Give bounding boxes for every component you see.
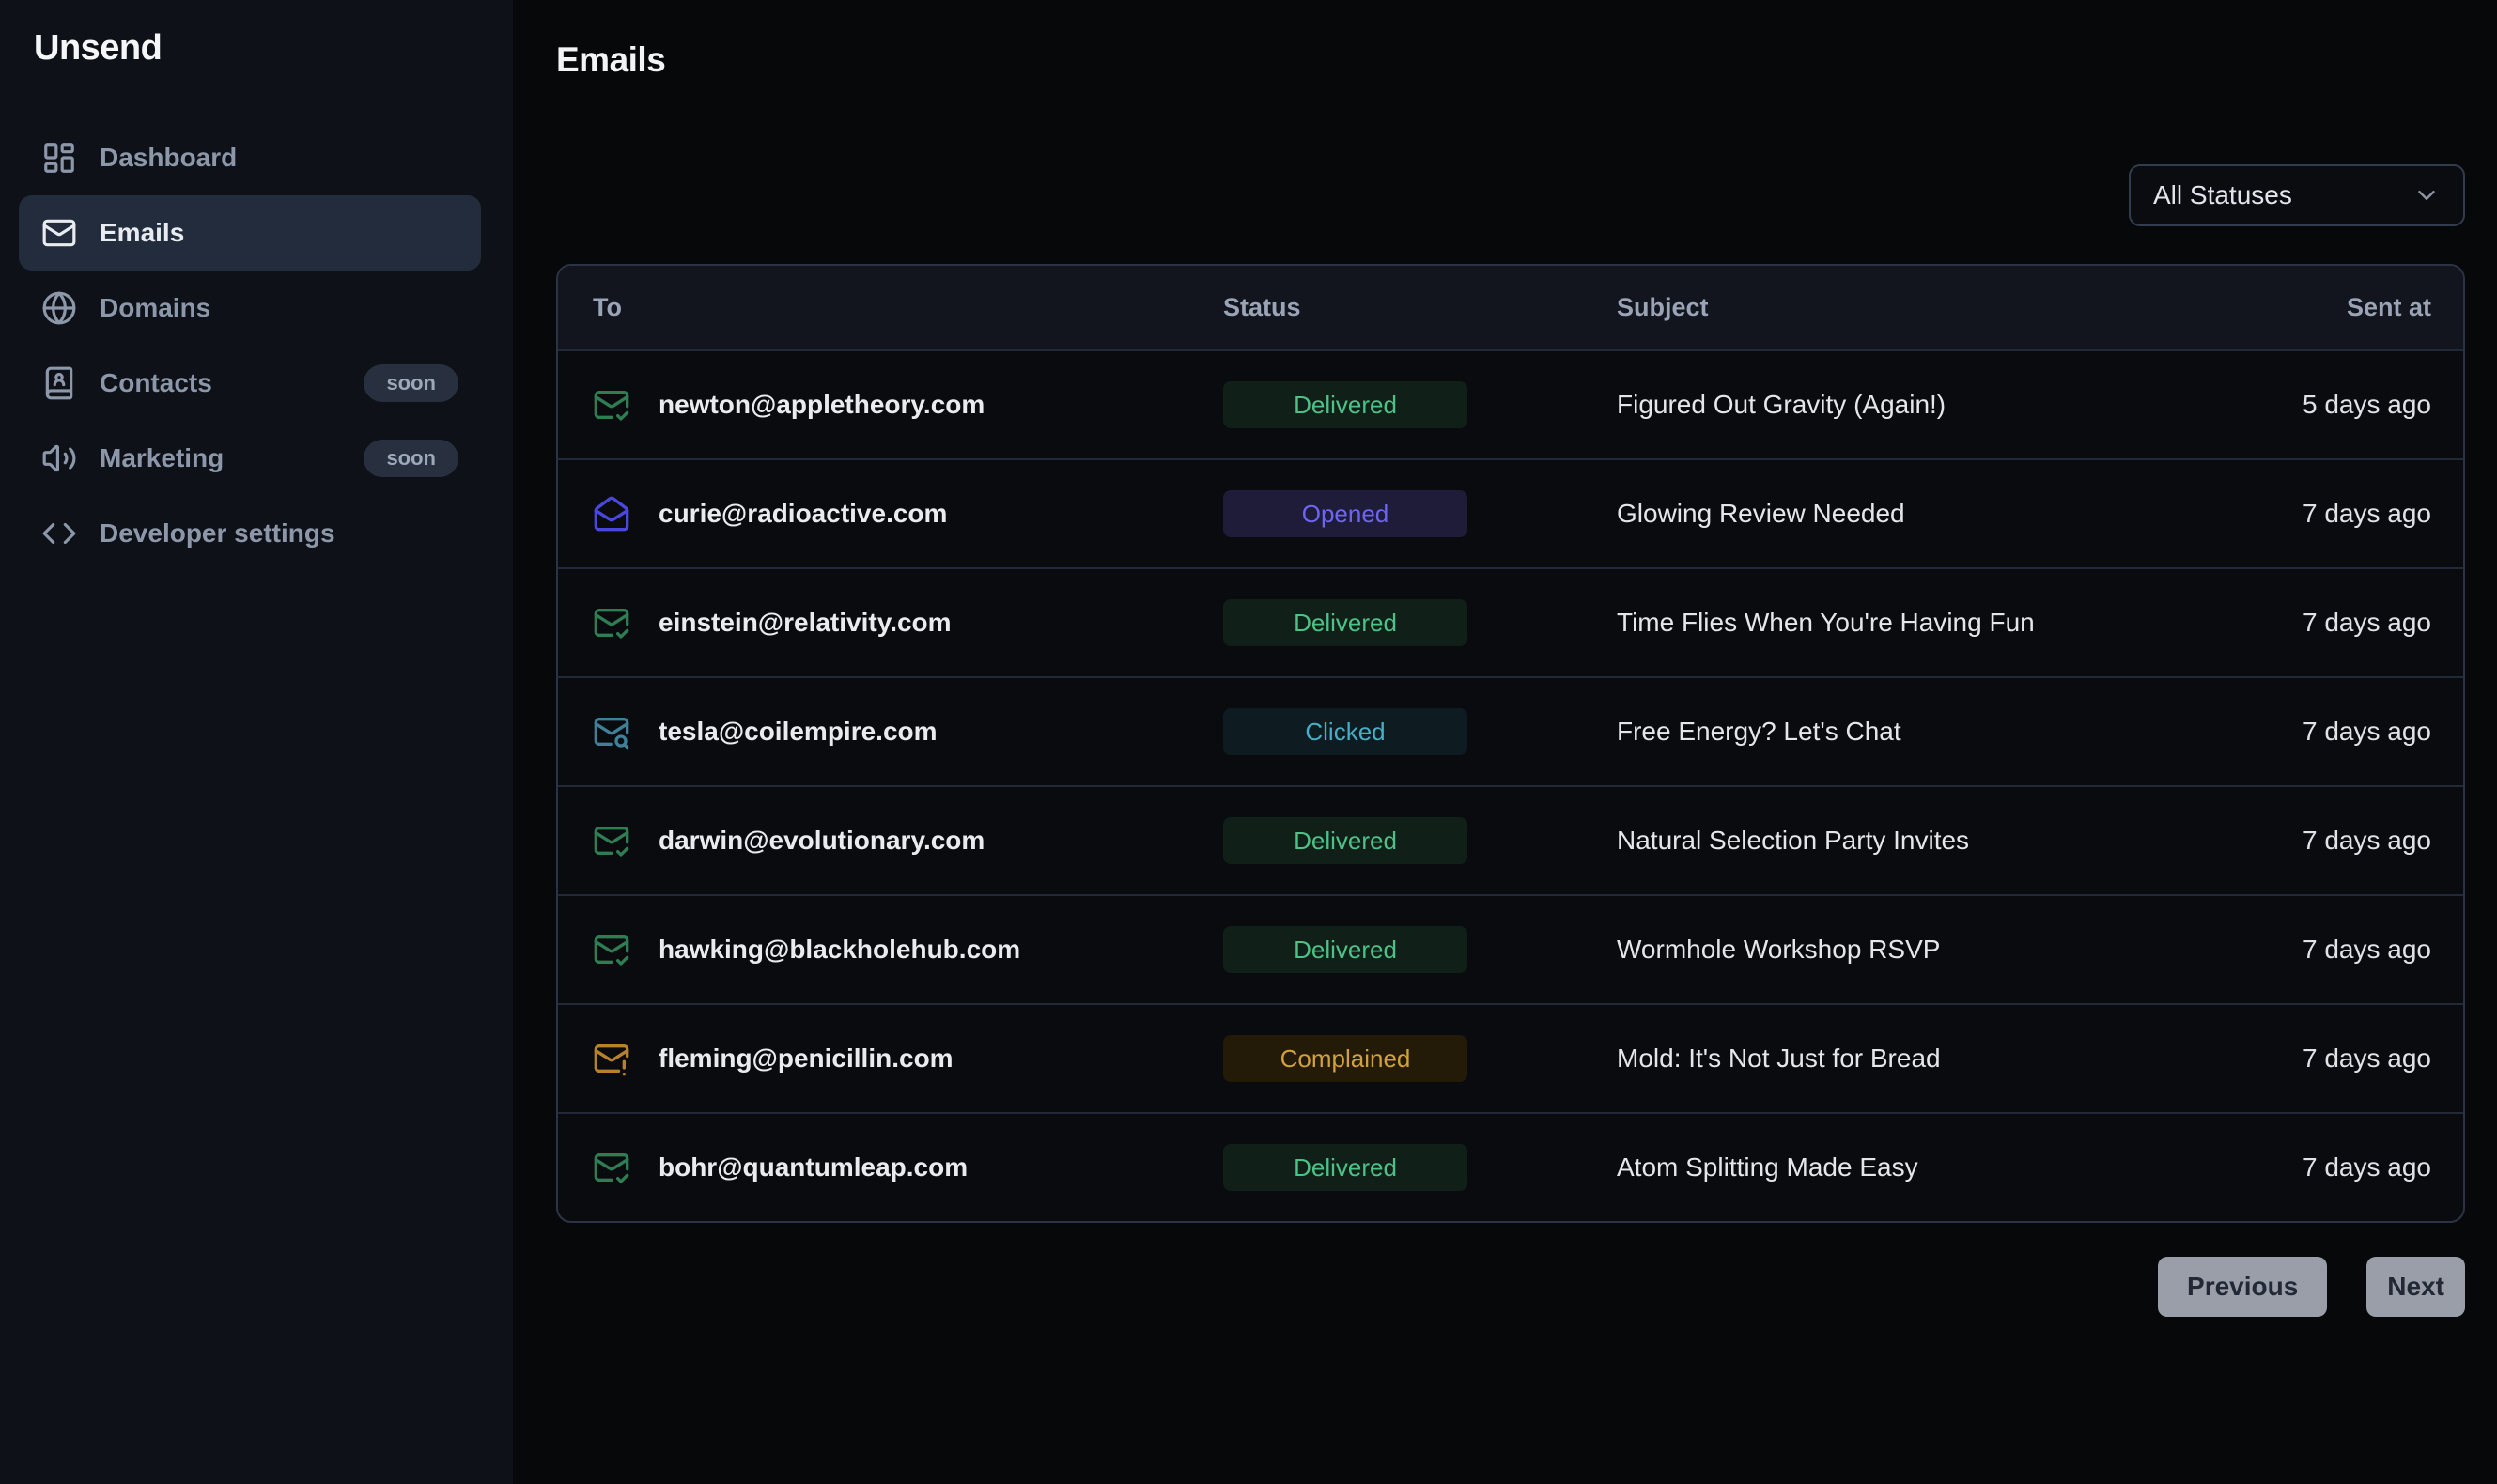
subject-cell: Natural Selection Party Invites [1617,826,1970,855]
app-logo: Unsend [34,28,163,68]
subject-cell: Glowing Review Needed [1617,499,1905,528]
status-filter-value: All Statuses [2153,180,2292,209]
sent-at-cell: 7 days ago [2303,935,2431,964]
sidebar-item-label: Marketing [100,443,225,472]
page-title: Emails [556,40,666,79]
recipient-email: darwin@evolutionary.com [659,826,985,855]
to-cell: newton@appletheory.com [593,386,1223,424]
column-header-status: Status [1223,293,1301,321]
status-badge: Opened [1223,490,1467,537]
sent-at-cell: 7 days ago [2303,1152,2431,1182]
sidebar-item-contacts[interactable]: Contacts soon [19,346,481,421]
sidebar-item-marketing[interactable]: Marketing soon [19,421,481,496]
recipient-email: hawking@blackholehub.com [659,935,1021,964]
sidebar-item-developer-settings[interactable]: Developer settings [19,496,481,571]
table-row[interactable]: einstein@relativity.com Delivered Time F… [558,567,2463,676]
contacts-book-icon [45,366,73,400]
email-table-body: newton@appletheory.com Delivered Figured… [558,349,2463,1221]
status-badge: Complained [1223,1035,1467,1082]
table-row[interactable]: newton@appletheory.com Delivered Figured… [558,349,2463,458]
table-row[interactable]: curie@radioactive.com Opened Glowing Rev… [558,458,2463,567]
status-badge: Delivered [1223,599,1467,646]
mail-check-icon [593,931,630,968]
pagination: Previous Next [556,1257,2465,1317]
subject-cell: Mold: It's Not Just for Bread [1617,1043,1941,1073]
sent-at-cell: 7 days ago [2303,499,2431,528]
recipient-email: bohr@quantumleap.com [659,1152,969,1182]
table-row[interactable]: bohr@quantumleap.com Delivered Atom Spli… [558,1112,2463,1221]
status-badge: Delivered [1223,1144,1467,1191]
mail-check-icon [593,386,630,424]
code-icon [42,522,76,545]
globe-icon [42,291,76,325]
to-cell: curie@radioactive.com [593,495,1223,533]
table-row[interactable]: darwin@evolutionary.com Delivered Natura… [558,785,2463,894]
sent-at-cell: 7 days ago [2303,608,2431,637]
recipient-email: curie@radioactive.com [659,499,948,528]
to-cell: einstein@relativity.com [593,604,1223,642]
sidebar-item-label: Dashboard [100,143,238,172]
sidebar-item-label: Contacts [100,368,212,397]
to-cell: bohr@quantumleap.com [593,1149,1223,1186]
status-badge: Delivered [1223,926,1467,973]
subject-cell: Time Flies When You're Having Fun [1617,608,2035,637]
mail-search-icon [593,713,630,750]
subject-cell: Free Energy? Let's Chat [1617,717,1901,746]
table-header-row: To Status Subject Sent at [558,266,2463,349]
recipient-email: tesla@coilempire.com [659,717,938,746]
sidebar-item-dashboard[interactable]: Dashboard [19,120,481,195]
subject-cell: Wormhole Workshop RSVP [1617,935,1941,964]
to-cell: darwin@evolutionary.com [593,822,1223,859]
recipient-email: fleming@penicillin.com [659,1043,954,1073]
status-filter-select[interactable]: All Statuses [2129,164,2465,226]
mail-warning-icon [593,1040,630,1077]
next-button[interactable]: Next [2366,1257,2465,1317]
speaker-icon [42,444,76,472]
toolbar: All Statuses [556,164,2465,226]
sidebar-nav: Dashboard Emails Domains Contacts soon M… [19,120,481,571]
subject-cell: Atom Splitting Made Easy [1617,1152,1918,1182]
soon-badge: soon [364,364,458,402]
table-row[interactable]: fleming@penicillin.com Complained Mold: … [558,1003,2463,1112]
dashboard-icon [44,143,74,173]
status-badge: Delivered [1223,381,1467,428]
mail-icon [42,219,76,247]
sidebar-item-emails[interactable]: Emails [19,195,481,271]
table-row[interactable]: hawking@blackholehub.com Delivered Wormh… [558,894,2463,1003]
mail-check-icon [593,604,630,642]
column-header-to: To [593,293,622,321]
recipient-email: newton@appletheory.com [659,390,985,419]
mail-check-icon [593,822,630,859]
table-row[interactable]: tesla@coilempire.com Clicked Free Energy… [558,676,2463,785]
sidebar-item-label: Developer settings [100,518,335,548]
column-header-sent-at: Sent at [2346,293,2431,321]
to-cell: fleming@penicillin.com [593,1040,1223,1077]
chevron-down-icon [2418,191,2435,200]
sidebar-item-domains[interactable]: Domains [19,271,481,346]
sidebar-item-label: Domains [100,293,211,322]
previous-button[interactable]: Previous [2158,1257,2328,1317]
to-cell: tesla@coilempire.com [593,713,1223,750]
soon-badge: soon [364,440,458,477]
sent-at-cell: 7 days ago [2303,717,2431,746]
sidebar-item-label: Emails [100,218,185,247]
to-cell: hawking@blackholehub.com [593,931,1223,968]
status-badge: Delivered [1223,817,1467,864]
main-content: Emails All Statuses To Status Subject Se… [513,0,2497,1484]
mail-open-icon [593,495,630,533]
email-table: To Status Subject Sent at newton@appleth… [556,264,2465,1223]
sidebar: Unsend Dashboard Emails Domains Contacts… [0,0,513,1484]
sent-at-cell: 7 days ago [2303,1043,2431,1073]
recipient-email: einstein@relativity.com [659,608,952,637]
subject-cell: Figured Out Gravity (Again!) [1617,390,1946,419]
mail-check-icon [593,1149,630,1186]
status-badge: Clicked [1223,708,1467,755]
sent-at-cell: 7 days ago [2303,826,2431,855]
sent-at-cell: 5 days ago [2303,390,2431,419]
column-header-subject: Subject [1617,293,1709,321]
